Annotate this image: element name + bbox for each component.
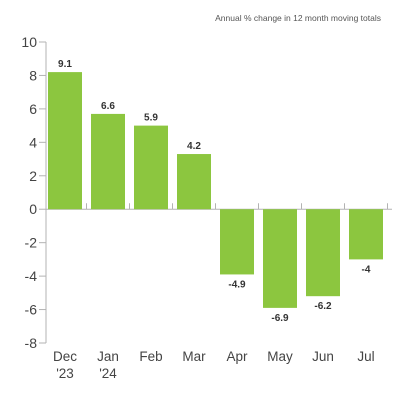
x-tick-label: May [267, 349, 293, 364]
bar [349, 209, 383, 260]
data-label: -6.2 [314, 301, 332, 312]
x-tick-label: Jun [312, 349, 334, 364]
chart-note: Annual % change in 12 month moving total… [215, 13, 381, 23]
bars [48, 72, 383, 308]
bar [91, 113, 125, 210]
data-label: 4.2 [187, 141, 201, 152]
x-tick-label: Feb [139, 349, 162, 364]
x-tick-label: Mar [182, 349, 206, 364]
y-tick-label: 0 [29, 201, 37, 217]
y-tick-label: 6 [29, 101, 37, 117]
data-label: -4 [362, 264, 371, 275]
y-tick-label: -2 [25, 235, 38, 251]
data-labels: 9.1 6.6 5.9 4.2 -4.9 -6.9 -6.2 -4 [58, 59, 371, 324]
bar [134, 125, 168, 210]
x-tick-label: '23 [56, 366, 74, 381]
bar [48, 72, 82, 210]
bar [220, 209, 254, 275]
x-axis: Dec '23 Jan '24 Feb Mar Apr May Jun Jul [53, 203, 388, 381]
x-tick-label: '24 [99, 366, 117, 381]
data-label: -4.9 [228, 279, 246, 290]
y-tick-label: 4 [29, 134, 37, 150]
y-tick-label: 2 [29, 168, 37, 184]
y-tick-label: 10 [21, 34, 37, 50]
y-tick-label: -4 [25, 268, 38, 284]
y-tick-label: 8 [29, 67, 37, 83]
bar [263, 209, 297, 308]
y-tick-label: -8 [25, 335, 38, 351]
x-tick-label: Dec [53, 349, 77, 364]
data-label: 6.6 [101, 101, 115, 112]
data-label: -6.9 [271, 313, 289, 324]
data-label: 5.9 [144, 113, 158, 124]
y-tick-label: -6 [25, 302, 38, 318]
x-tick-label: Apr [226, 349, 248, 364]
data-label: 9.1 [58, 59, 72, 70]
bar [306, 209, 340, 297]
bar [177, 154, 211, 210]
x-tick-label: Jul [357, 349, 374, 364]
x-tick-label: Jan [97, 349, 119, 364]
